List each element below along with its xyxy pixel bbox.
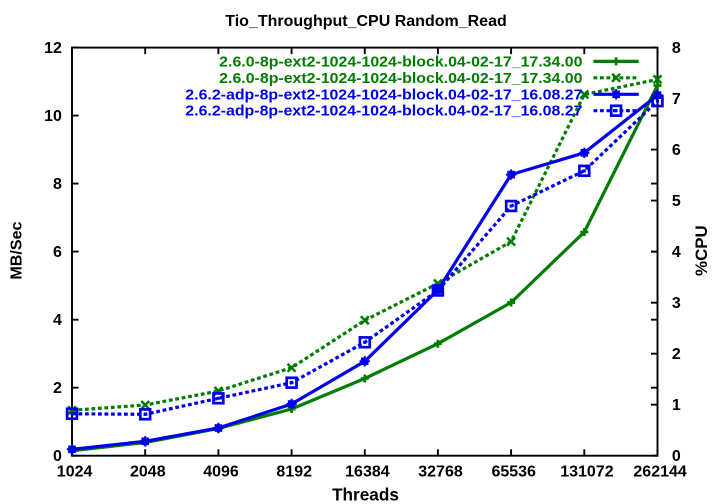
svg-text:8192: 8192: [276, 464, 312, 481]
svg-text:0: 0: [53, 448, 62, 465]
svg-text:2.6.2-adp-8p-ext2-1024-1024-bl: 2.6.2-adp-8p-ext2-1024-1024-block.04-02-…: [185, 87, 582, 103]
svg-text:0: 0: [672, 448, 681, 465]
svg-text:%CPU: %CPU: [692, 225, 711, 276]
svg-text:Tio_Throughput_CPU Random_Read: Tio_Throughput_CPU Random_Read: [225, 13, 507, 30]
svg-text:65536: 65536: [491, 464, 536, 481]
svg-text:4: 4: [53, 312, 62, 329]
svg-text:1024: 1024: [57, 464, 93, 481]
svg-text:Threads: Threads: [332, 485, 399, 504]
svg-text:262144: 262144: [633, 464, 686, 481]
svg-text:7: 7: [672, 91, 681, 108]
svg-text:2048: 2048: [130, 464, 166, 481]
svg-text:2.6.2-adp-8p-ext2-1024-1024-bl: 2.6.2-adp-8p-ext2-1024-1024-block.04-02-…: [185, 104, 582, 120]
svg-text:MB/Sec: MB/Sec: [7, 221, 25, 279]
svg-text:10: 10: [44, 108, 62, 125]
svg-text:131072: 131072: [560, 464, 613, 481]
svg-text:12: 12: [44, 40, 62, 57]
svg-text:1: 1: [672, 397, 681, 414]
svg-text:4: 4: [672, 244, 681, 261]
svg-text:4096: 4096: [203, 464, 239, 481]
svg-text:2.6.0-8p-ext2-1024-1024-block.: 2.6.0-8p-ext2-1024-1024-block.04-02-17_1…: [219, 71, 582, 87]
svg-text:2: 2: [672, 346, 681, 363]
svg-text:8: 8: [672, 40, 681, 57]
svg-text:2: 2: [53, 380, 62, 397]
svg-text:32768: 32768: [418, 464, 463, 481]
svg-text:5: 5: [672, 193, 681, 210]
svg-text:16384: 16384: [345, 464, 390, 481]
svg-text:6: 6: [53, 244, 62, 261]
svg-text:3: 3: [672, 295, 681, 312]
svg-text:2.6.0-8p-ext2-1024-1024-block.: 2.6.0-8p-ext2-1024-1024-block.04-02-17_1…: [219, 54, 582, 70]
svg-text:6: 6: [672, 142, 681, 159]
svg-text:8: 8: [53, 176, 62, 193]
